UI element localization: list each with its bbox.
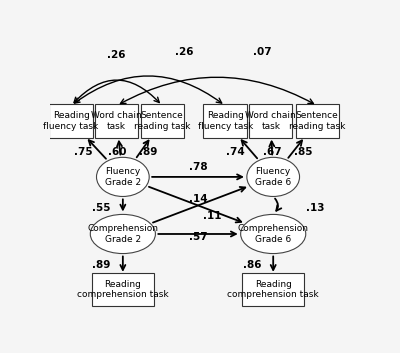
Text: Word chain
task: Word chain task xyxy=(91,112,142,131)
Text: .67: .67 xyxy=(263,148,282,157)
Text: .85: .85 xyxy=(294,148,313,157)
Text: .14: .14 xyxy=(188,195,207,204)
Text: .26: .26 xyxy=(107,50,126,60)
Text: Fluency
Grade 6: Fluency Grade 6 xyxy=(255,167,291,187)
FancyBboxPatch shape xyxy=(49,104,93,138)
FancyBboxPatch shape xyxy=(140,104,184,138)
Text: Sentence
reading task: Sentence reading task xyxy=(134,112,190,131)
Text: Comprehension
Grade 2: Comprehension Grade 2 xyxy=(87,224,158,244)
Text: Reading
fluency task: Reading fluency task xyxy=(198,112,253,131)
Ellipse shape xyxy=(247,157,300,197)
FancyBboxPatch shape xyxy=(95,104,138,138)
Text: .11: .11 xyxy=(202,211,221,221)
Text: .13: .13 xyxy=(306,203,324,213)
Text: .26: .26 xyxy=(175,47,194,57)
Text: .55: .55 xyxy=(92,203,110,213)
Text: .57: .57 xyxy=(188,232,207,242)
FancyBboxPatch shape xyxy=(204,104,247,138)
Text: .74: .74 xyxy=(226,148,245,157)
FancyBboxPatch shape xyxy=(242,273,304,306)
Text: Reading
fluency task: Reading fluency task xyxy=(44,112,99,131)
Text: .07: .07 xyxy=(253,47,272,57)
Text: Comprehension
Grade 6: Comprehension Grade 6 xyxy=(238,224,309,244)
Ellipse shape xyxy=(96,157,149,197)
Text: Reading
comprehension task: Reading comprehension task xyxy=(227,280,319,299)
Text: Fluency
Grade 2: Fluency Grade 2 xyxy=(105,167,141,187)
Text: .89: .89 xyxy=(139,148,158,157)
Ellipse shape xyxy=(90,214,155,253)
Text: Reading
comprehension task: Reading comprehension task xyxy=(77,280,169,299)
Text: .60: .60 xyxy=(108,148,127,157)
Text: .75: .75 xyxy=(74,148,93,157)
Text: .78: .78 xyxy=(188,162,207,172)
Text: Sentence
reading task: Sentence reading task xyxy=(289,112,346,131)
FancyBboxPatch shape xyxy=(296,104,339,138)
Text: .86: .86 xyxy=(243,260,261,270)
Text: .89: .89 xyxy=(92,260,110,270)
Ellipse shape xyxy=(241,214,306,253)
Text: Word chain
task: Word chain task xyxy=(245,112,296,131)
FancyBboxPatch shape xyxy=(249,104,292,138)
FancyBboxPatch shape xyxy=(92,273,154,306)
